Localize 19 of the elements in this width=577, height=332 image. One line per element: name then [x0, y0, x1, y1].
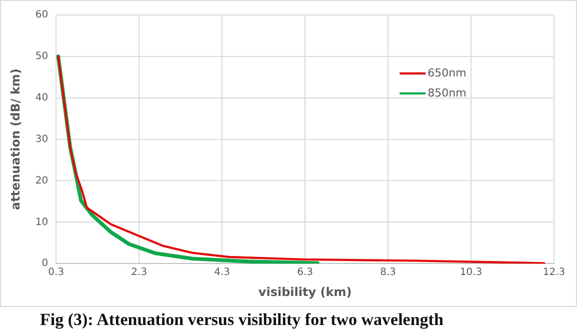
- y-tick-label: 60: [35, 10, 48, 21]
- y-tick-label: 40: [35, 92, 48, 104]
- y-tick-label: 0: [42, 258, 48, 270]
- x-axis-title: visibility (km): [258, 284, 352, 299]
- x-tick-label: 0.3: [48, 267, 64, 278]
- legend-label: 850nm: [428, 86, 466, 100]
- y-axis-title: attenuation (dB/ km): [8, 68, 22, 210]
- x-tick-label: 10.3: [460, 267, 482, 278]
- text: Fig (3): Attenuation versus visibility for two wavelength: [40, 310, 444, 330]
- x-tick-label: 2.3: [131, 267, 148, 278]
- y-tick-label: 20: [35, 175, 48, 186]
- y-tick-label: 30: [35, 134, 48, 145]
- legend-label: 650nm: [428, 66, 466, 80]
- x-tick-label: 4.3: [214, 267, 230, 278]
- x-tick-label: 8.3: [380, 267, 396, 278]
- x-tick-label: 12.3: [542, 267, 566, 278]
- y-tick-label: 10: [35, 216, 48, 228]
- x-tick-label: 6.3: [297, 267, 314, 278]
- y-tick-label: 50: [35, 51, 48, 62]
